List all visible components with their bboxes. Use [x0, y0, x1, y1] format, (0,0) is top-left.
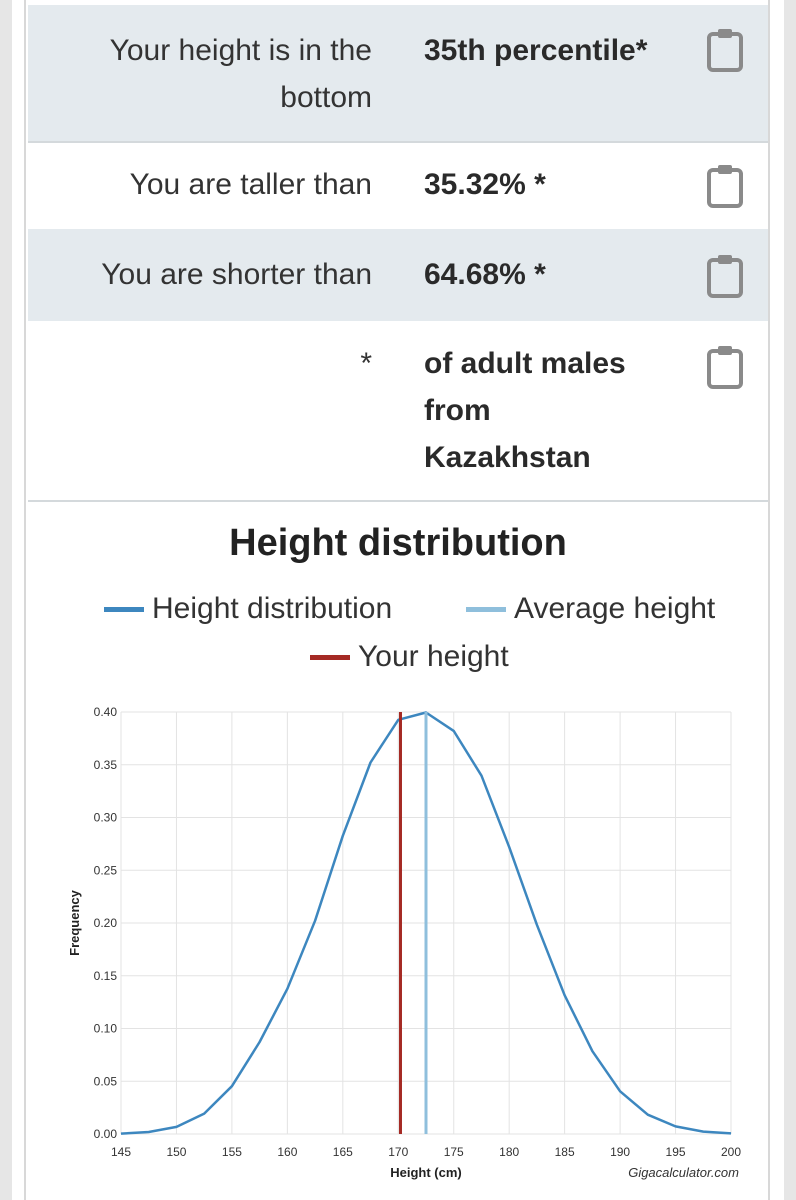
- legend-item-distribution[interactable]: Height distribution: [104, 592, 392, 626]
- y-tick-label: 0.00: [94, 1127, 118, 1141]
- row-value: 35th percentile*: [424, 34, 648, 67]
- y-tick-label: 0.30: [94, 811, 118, 825]
- row-value: 35.32% *: [424, 168, 546, 201]
- legend-label: Your height: [358, 640, 509, 673]
- x-tick-label: 170: [388, 1145, 408, 1159]
- row-label: Your height is in the bottom: [109, 34, 372, 114]
- result-row-shorter: You are shorter than 64.68% *: [28, 229, 768, 321]
- x-tick-label: 165: [333, 1145, 353, 1159]
- height-distribution-chart: 0.00 0.05 0.10 0.15 0.20 0.25 0.30 0.35 0.40 145…: [67, 705, 741, 1180]
- row-label: *: [360, 347, 372, 380]
- x-tick-label: 190: [610, 1145, 630, 1159]
- legend-swatch: [310, 654, 350, 660]
- y-tick-label: 0.25: [94, 863, 118, 877]
- row-divider: [28, 141, 768, 143]
- legend-item-average[interactable]: Average height: [466, 592, 715, 626]
- x-tick-label: 150: [166, 1145, 186, 1159]
- row-value: of adult males from Kazakhstan: [424, 347, 626, 474]
- legend-swatch: [466, 606, 506, 612]
- x-tick-label: 145: [111, 1145, 131, 1159]
- table-bottom-divider: [28, 500, 768, 502]
- clipboard-icon[interactable]: [706, 344, 744, 390]
- page-frame-left: [0, 0, 12, 1200]
- x-axis-label: Height (cm): [390, 1165, 462, 1180]
- result-row-footnote: * of adult males from Kazakhstan: [28, 322, 768, 500]
- x-tick-label: 180: [499, 1145, 519, 1159]
- x-tick-label: 160: [277, 1145, 297, 1159]
- x-tick-label: 175: [444, 1145, 464, 1159]
- row-label: You are shorter than: [101, 258, 372, 291]
- x-tick-labels: 145 150 155 160 165 170 175 180 185 190 195 200: [111, 1145, 741, 1159]
- legend-swatch: [104, 606, 144, 612]
- chart-series: [120, 711, 732, 1135]
- y-tick-label: 0.15: [94, 969, 118, 983]
- x-tick-label: 195: [666, 1145, 686, 1159]
- y-tick-label: 0.35: [94, 758, 118, 772]
- result-row-taller: You are taller than 35.32% *: [28, 143, 768, 228]
- y-axis-label: Frequency: [67, 889, 82, 956]
- x-tick-label: 155: [222, 1145, 242, 1159]
- x-tick-label: 185: [555, 1145, 575, 1159]
- y-tick-labels: 0.00 0.05 0.10 0.15 0.20 0.25 0.30 0.35 0.40: [94, 705, 118, 1141]
- y-tick-label: 0.20: [94, 916, 118, 930]
- y-tick-label: 0.40: [94, 705, 118, 719]
- y-tick-label: 0.05: [94, 1074, 118, 1088]
- result-row-percentile: Your height is in the bottom 35th percen…: [28, 5, 768, 141]
- row-value: 64.68% *: [424, 258, 546, 291]
- frame-border-right: [768, 0, 770, 1200]
- legend-label: Average height: [514, 592, 716, 625]
- legend-item-your-height[interactable]: Your height: [310, 640, 509, 674]
- page-frame-right: [784, 0, 796, 1200]
- clipboard-icon[interactable]: [706, 253, 744, 299]
- clipboard-icon[interactable]: [706, 27, 744, 73]
- row-label: You are taller than: [129, 168, 372, 201]
- clipboard-icon[interactable]: [706, 163, 744, 209]
- x-tick-label: 200: [721, 1145, 741, 1159]
- watermark: Gigacalculator.com: [628, 1165, 739, 1180]
- legend-label: Height distribution: [152, 592, 393, 625]
- y-tick-label: 0.10: [94, 1022, 118, 1036]
- chart-title: Height distribution: [229, 522, 567, 564]
- frame-border-left: [24, 0, 26, 1200]
